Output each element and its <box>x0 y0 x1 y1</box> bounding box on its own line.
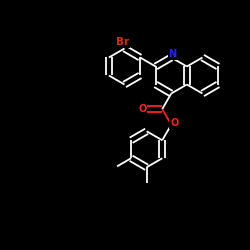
Text: O: O <box>138 104 146 114</box>
Text: N: N <box>168 49 176 59</box>
Text: Br: Br <box>116 37 129 47</box>
Text: O: O <box>170 118 178 128</box>
